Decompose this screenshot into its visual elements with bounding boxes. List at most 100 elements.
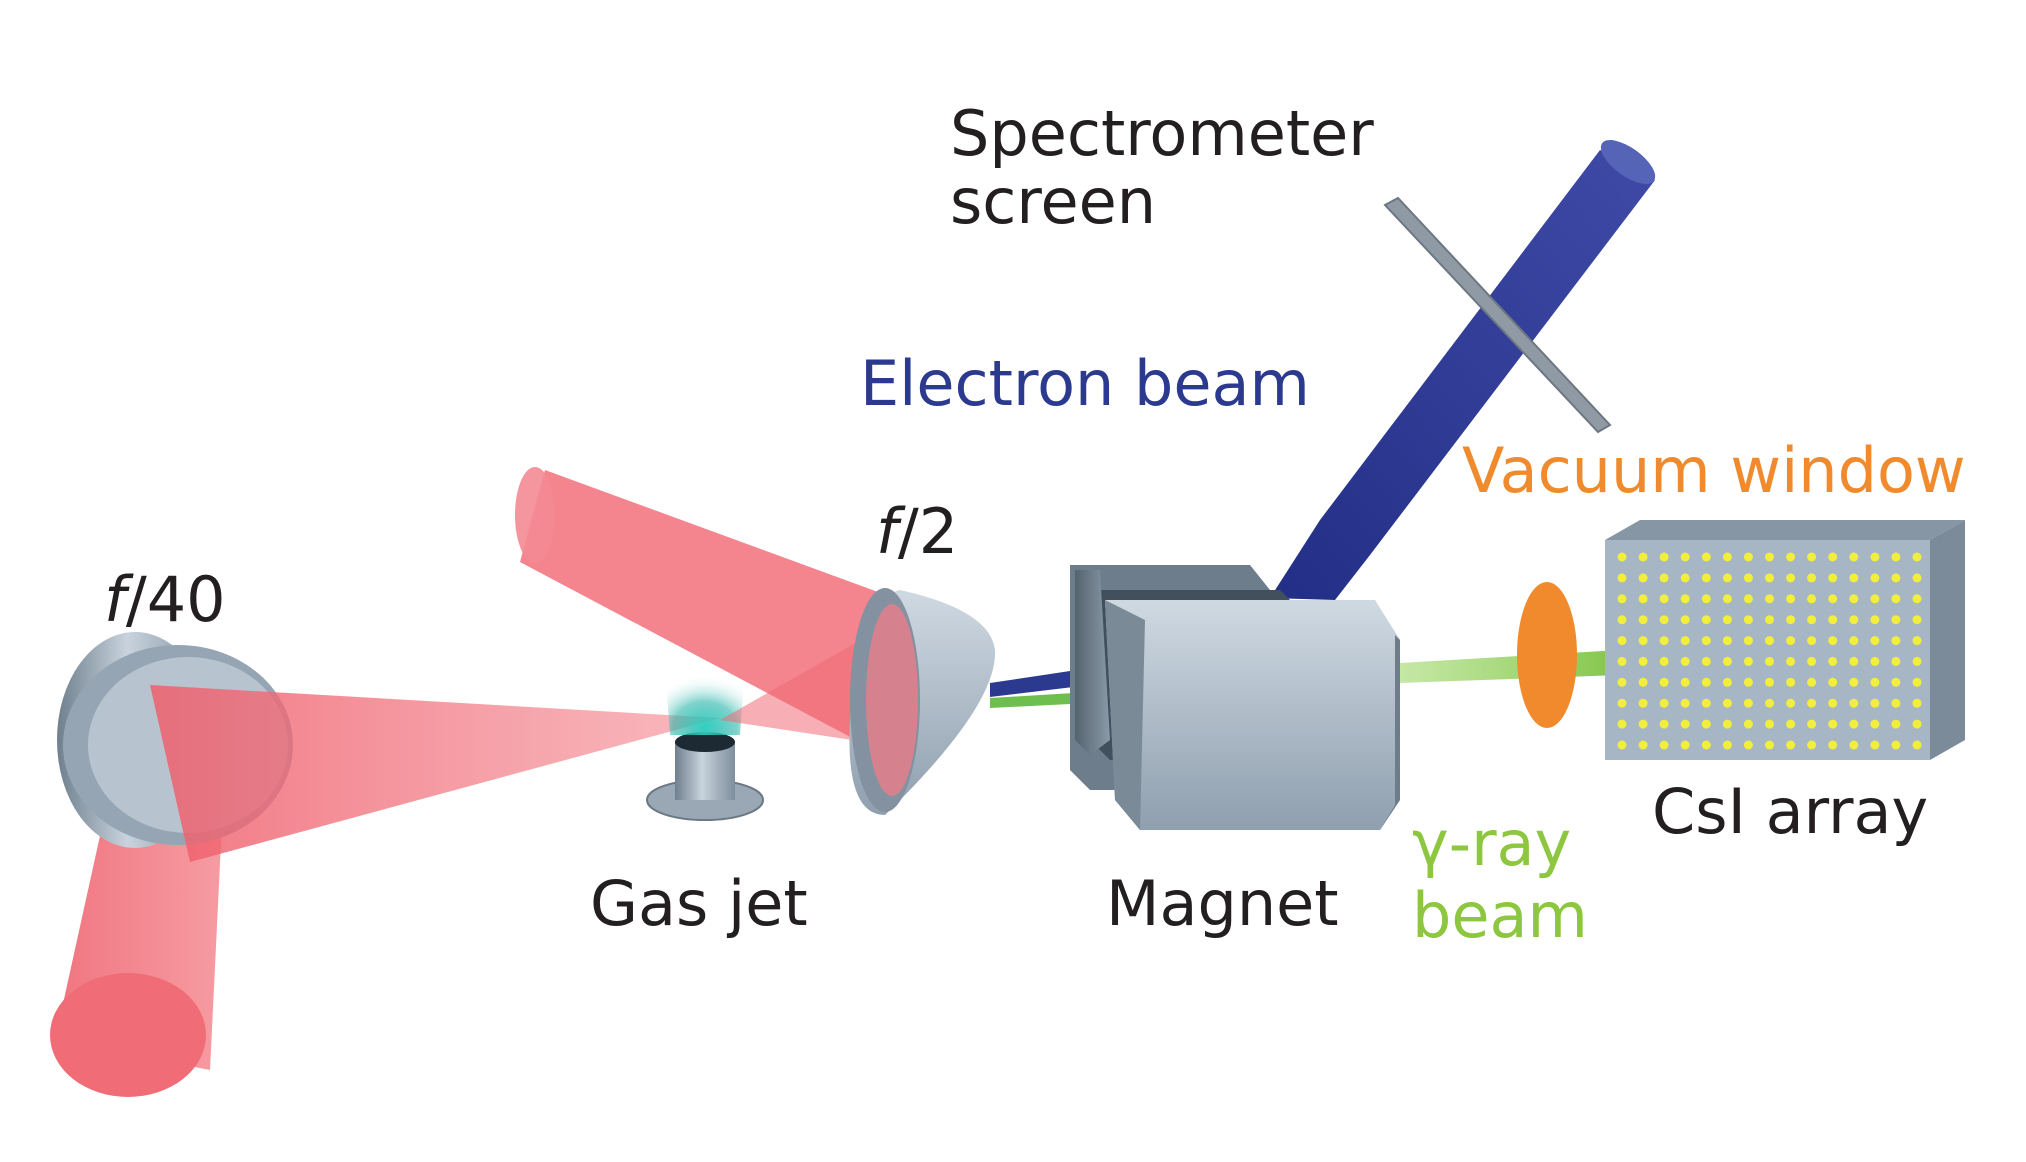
gas-jet: [646, 668, 764, 821]
csi-crystal: [1680, 615, 1690, 625]
csi-crystal: [1765, 698, 1774, 708]
gas-jet-label: Gas jet: [590, 867, 808, 940]
csi-crystal: [1828, 594, 1838, 604]
csi-crystal: [1743, 719, 1753, 729]
csi-crystal: [1680, 698, 1690, 708]
csi-crystal: [1659, 698, 1669, 708]
csi-crystal: [1722, 594, 1732, 604]
csi-array: [1605, 520, 1965, 760]
csi-crystal: [1617, 552, 1627, 562]
csi-crystal: [1659, 656, 1669, 666]
csi-crystal: [1849, 740, 1859, 750]
vacuum-window: [1517, 582, 1577, 728]
csi-crystal: [1891, 740, 1901, 750]
vacuum-window-label: Vacuum window: [1462, 434, 1966, 507]
csi-crystal: [1912, 615, 1922, 625]
csi-crystal: [1680, 719, 1690, 729]
f2-italic-f: f: [876, 495, 898, 568]
csi-crystal: [1828, 552, 1838, 562]
csi-crystal: [1786, 615, 1796, 625]
csi-crystal: [1680, 636, 1690, 646]
csi-crystal: [1807, 636, 1817, 646]
focused-laser-cone: [150, 685, 720, 862]
magnet: [1070, 565, 1400, 830]
csi-crystal: [1617, 719, 1627, 729]
csi-crystal: [1891, 719, 1901, 729]
csi-crystal: [1638, 677, 1648, 687]
csi-crystal: [1701, 636, 1711, 646]
csi-crystal: [1659, 719, 1669, 729]
csi-crystal: [1786, 636, 1796, 646]
csi-crystal: [1765, 615, 1774, 625]
csi-crystal: [1828, 698, 1838, 708]
csi-crystal: [1786, 594, 1796, 604]
f2-mirror-label: f/2: [876, 498, 958, 566]
csi-crystal: [1680, 656, 1690, 666]
csi-crystal: [1849, 594, 1859, 604]
csi-crystal: [1807, 677, 1817, 687]
csi-crystal: [1722, 552, 1732, 562]
csi-crystal: [1828, 719, 1838, 729]
csi-crystal: [1638, 615, 1648, 625]
csi-crystal: [1659, 636, 1669, 646]
csi-crystal: [1743, 656, 1753, 666]
csi-crystal: [1870, 636, 1880, 646]
csi-crystal: [1701, 552, 1711, 562]
f40-italic-f: f: [104, 563, 126, 636]
spectrometer-label-line2: screen: [950, 165, 1157, 238]
csi-crystal: [1617, 615, 1627, 625]
csi-crystal: [1722, 573, 1732, 583]
csi-crystal: [1828, 636, 1838, 646]
csi-crystal: [1617, 594, 1627, 604]
csi-array-label: CsI array: [1652, 775, 1929, 848]
csi-crystal: [1659, 552, 1669, 562]
csi-crystal: [1891, 698, 1901, 708]
csi-crystal: [1912, 552, 1922, 562]
csi-crystal: [1786, 698, 1796, 708]
spectrometer-screen: [1383, 196, 1612, 434]
csi-crystal: [1807, 740, 1817, 750]
csi-crystal: [1870, 594, 1880, 604]
csi-crystal: [1912, 573, 1922, 583]
csi-crystal: [1743, 677, 1753, 687]
csi-crystal: [1765, 594, 1774, 604]
csi-crystal: [1680, 573, 1690, 583]
csi-crystal: [1807, 698, 1817, 708]
csi-crystal: [1680, 552, 1690, 562]
spectrometer-label-line1: Spectrometer: [950, 97, 1374, 170]
csi-crystal-grid: [1617, 552, 1922, 750]
gamma-ray-beam-label: γ-ray beam: [1412, 808, 1588, 952]
f40-mirror-label: f/40: [104, 566, 226, 634]
csi-crystal: [1891, 615, 1901, 625]
csi-crystal: [1891, 594, 1901, 604]
csi-crystal: [1870, 573, 1880, 583]
csi-crystal: [1638, 656, 1648, 666]
csi-crystal: [1743, 698, 1753, 708]
csi-crystal: [1891, 552, 1901, 562]
csi-crystal: [1659, 615, 1669, 625]
csi-crystal: [1828, 740, 1838, 750]
csi-crystal: [1912, 594, 1922, 604]
csi-crystal: [1701, 740, 1711, 750]
csi-crystal: [1912, 740, 1922, 750]
gamma-label-line1: γ-ray: [1412, 807, 1572, 880]
csi-crystal: [1786, 656, 1796, 666]
csi-crystal: [1638, 719, 1648, 729]
csi-crystal: [1765, 573, 1774, 583]
magnet-label: Magnet: [1106, 867, 1339, 940]
csi-crystal: [1617, 677, 1627, 687]
csi-crystal: [1828, 677, 1838, 687]
csi-crystal: [1722, 636, 1732, 646]
csi-crystal: [1870, 552, 1880, 562]
csi-crystal: [1807, 573, 1817, 583]
f2-focusing-mirror: [849, 588, 996, 815]
csi-crystal: [1680, 740, 1690, 750]
csi-crystal: [1680, 594, 1690, 604]
csi-crystal: [1807, 552, 1817, 562]
csi-crystal: [1849, 636, 1859, 646]
gamma-beam-to-magnet: [990, 692, 1090, 708]
gamma-label-line2: beam: [1412, 879, 1588, 952]
csi-crystal: [1659, 573, 1669, 583]
csi-crystal: [1743, 636, 1753, 646]
csi-crystal: [1722, 698, 1732, 708]
